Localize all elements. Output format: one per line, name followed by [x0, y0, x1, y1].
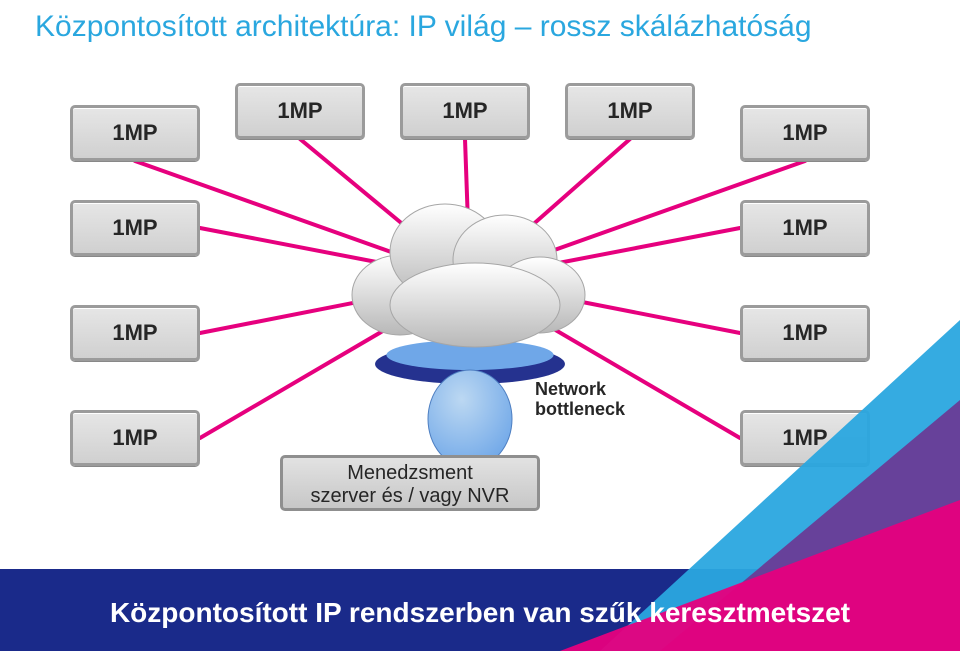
footer-swoosh: [0, 0, 960, 651]
network-label-line2: bottleneck: [535, 400, 625, 420]
network-bottleneck-label: Network bottleneck: [535, 380, 625, 420]
network-label-line1: Network: [535, 380, 625, 400]
footer-text: Központosított IP rendszerben van szűk k…: [0, 597, 960, 629]
